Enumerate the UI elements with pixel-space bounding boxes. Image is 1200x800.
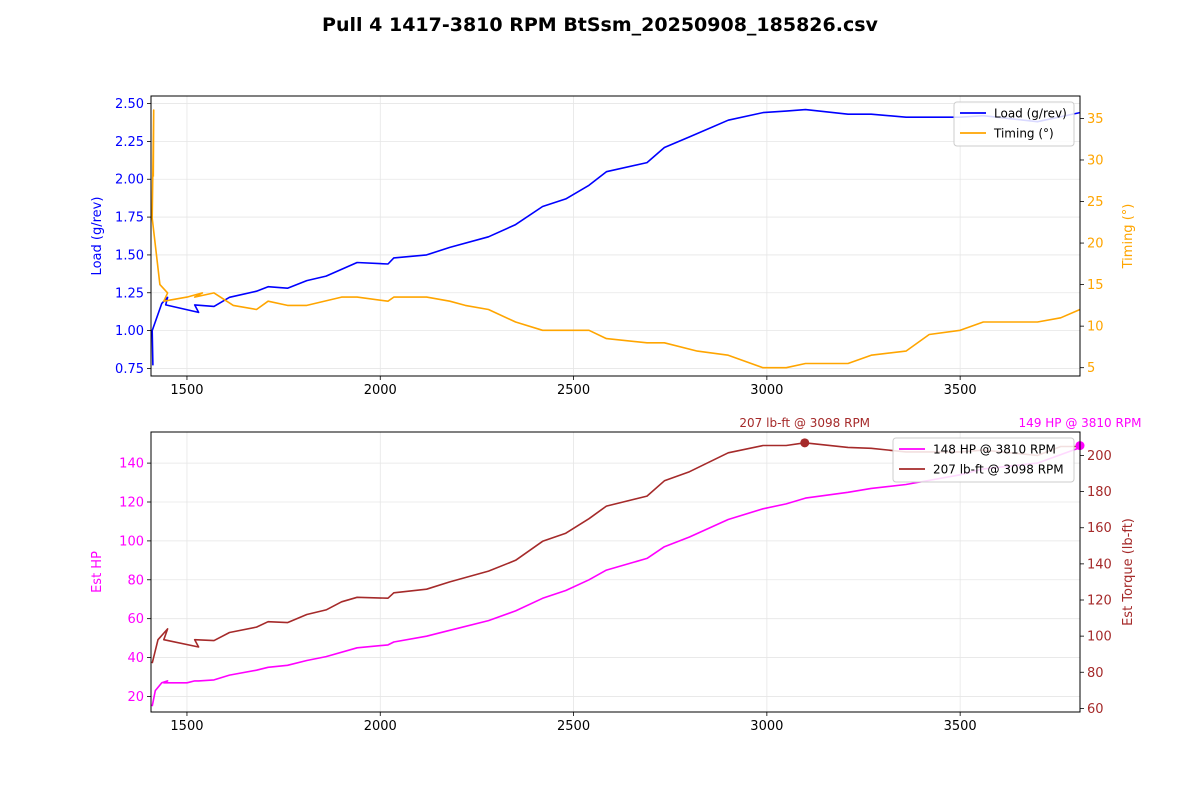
- series-group: [151, 442, 1080, 707]
- left-tick-label: 2.00: [115, 173, 144, 188]
- right-tick-label: 100: [1087, 630, 1112, 645]
- x-tick-label: 3000: [750, 383, 783, 398]
- right-tick-label: 180: [1087, 485, 1112, 500]
- left-tick-label: 80: [127, 573, 144, 588]
- legend: Load (g/rev) Timing (°): [953, 101, 1075, 147]
- legend-entry: Load (g/rev): [994, 107, 1067, 121]
- left-axis-label: Load (g/rev): [90, 197, 105, 276]
- axes-frame: [150, 431, 1081, 713]
- right-tick-label: 160: [1087, 521, 1112, 536]
- annotation-label: 207 lb-ft @ 3098 RPM: [739, 416, 870, 430]
- series-line-1: [151, 442, 1080, 664]
- left-tick-label: 1.75: [115, 211, 144, 226]
- right-tick-label: 30: [1087, 153, 1104, 168]
- left-tick-label: 140: [119, 457, 144, 472]
- right-tick-label: 15: [1087, 278, 1104, 293]
- axes-frame: [150, 95, 1081, 377]
- x-tick-label: 1500: [170, 719, 203, 734]
- x-tick-label: 1500: [170, 383, 203, 398]
- left-tick-label: 100: [119, 534, 144, 549]
- x-tick-label: 2500: [557, 383, 590, 398]
- right-tick-label: 25: [1087, 195, 1104, 210]
- left-tick-label: 40: [127, 651, 144, 666]
- right-tick-label: 5: [1087, 361, 1095, 376]
- right-axis-label: Timing (°): [1121, 204, 1136, 270]
- series-line-0: [151, 446, 1080, 707]
- chart-panel-top: 1500 2000 2500 3000 3500 0.75 1.00 1.25 1.50 1.75…: [90, 95, 1136, 398]
- left-tick-label: 1.50: [115, 248, 144, 263]
- right-tick-label: 35: [1087, 112, 1104, 127]
- left-axis-label: Est HP: [90, 551, 105, 593]
- left-tick-label: 1.25: [115, 286, 144, 301]
- x-tick-label: 2500: [557, 719, 590, 734]
- right-tick-label: 20: [1087, 237, 1104, 252]
- right-tick-label: 120: [1087, 594, 1112, 609]
- x-tick-label: 3500: [944, 719, 977, 734]
- x-tick-label: 3000: [750, 719, 783, 734]
- right-tick-label: 200: [1087, 449, 1112, 464]
- right-axis-label: Est Torque (lb-ft): [1121, 518, 1136, 626]
- left-tick-label: 1.00: [115, 324, 144, 339]
- annotation-label: 149 HP @ 3810 RPM: [1019, 416, 1142, 430]
- right-tick-label: 80: [1087, 666, 1104, 681]
- chart-panel-bottom: 1500 2000 2500 3000 3500 20 40 60 80 100 120 140 60 8…: [90, 416, 1141, 734]
- left-tick-label: 60: [127, 612, 144, 627]
- right-tick-label: 60: [1087, 702, 1104, 717]
- legend: 148 HP @ 3810 RPM 207 lb-ft @ 3098 RPM: [892, 437, 1075, 483]
- series-line-0: [151, 108, 1080, 366]
- x-tick-label: 3500: [944, 383, 977, 398]
- x-tick-label: 2000: [364, 383, 397, 398]
- left-tick-label: 0.75: [115, 362, 144, 377]
- legend-entry: 148 HP @ 3810 RPM: [933, 443, 1056, 457]
- series-line-1: [151, 109, 1080, 369]
- series-group: [151, 108, 1080, 369]
- left-tick-label: 2.25: [115, 135, 144, 150]
- right-tick-label: 10: [1087, 320, 1104, 335]
- right-tick-label: 140: [1087, 557, 1112, 572]
- figure-title: Pull 4 1417-3810 RPM BtSsm_20250908_1858…: [322, 14, 878, 36]
- annotation-marker: [800, 438, 810, 448]
- x-tick-label: 2000: [364, 719, 397, 734]
- legend-entry: Timing (°): [993, 127, 1054, 141]
- left-tick-label: 120: [119, 496, 144, 511]
- left-tick-label: 2.50: [115, 97, 144, 112]
- left-tick-label: 20: [127, 690, 144, 705]
- legend-entry: 207 lb-ft @ 3098 RPM: [933, 463, 1064, 477]
- legend-box: [892, 437, 1075, 483]
